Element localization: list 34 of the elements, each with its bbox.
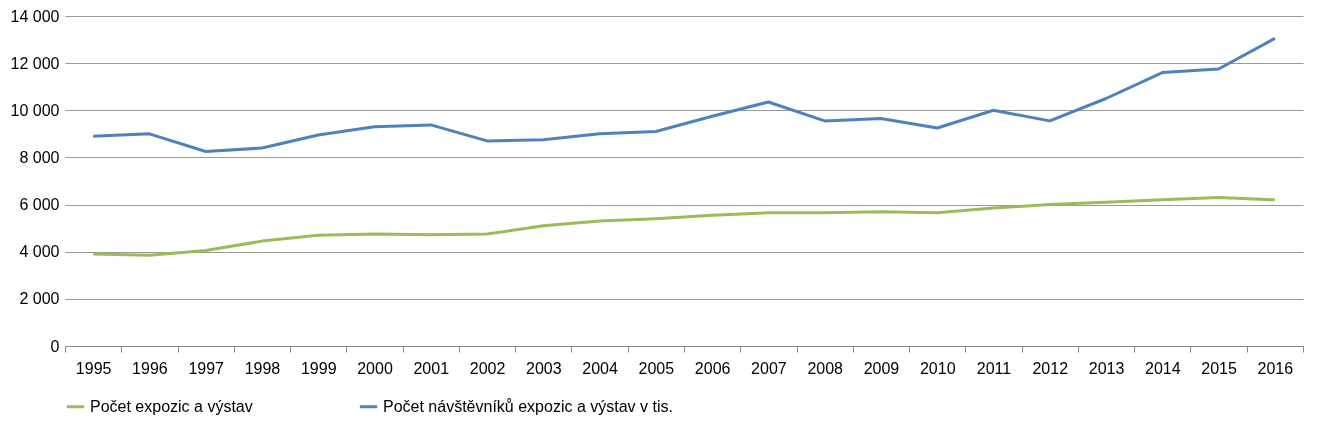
x-tick-label: 2004 — [582, 359, 618, 377]
x-tick-label: 2001 — [413, 359, 450, 377]
line-series — [91, 36, 1277, 154]
x-tick-label: 1995 — [75, 359, 112, 377]
x-tick-label: 2009 — [863, 359, 900, 377]
x-tick-label: 2007 — [751, 359, 787, 377]
y-tick-label: 0 — [50, 337, 60, 355]
x-tick-label: 2002 — [469, 359, 506, 377]
x-tick-label: 2015 — [1201, 359, 1237, 377]
y-tick-label: 14 000 — [10, 7, 60, 25]
x-tick-label: 2005 — [638, 359, 675, 377]
line-series — [91, 196, 1277, 257]
x-tick-label: 2014 — [1145, 359, 1181, 377]
x-tick-label: 2011 — [976, 359, 1012, 377]
y-tick-label: 8 000 — [19, 148, 60, 166]
x-tick-label: 2010 — [919, 359, 956, 377]
y-tick-label: 12 000 — [10, 54, 60, 72]
y-tick-label: 6 000 — [19, 196, 60, 214]
x-tick-label: 1999 — [300, 359, 337, 377]
x-tick-label: 2016 — [1257, 359, 1294, 377]
legend-label: Počet návštěvníků expozic a výstav v tis. — [383, 397, 673, 415]
x-tick-label: 2008 — [807, 359, 844, 377]
x-tick-label: 1998 — [244, 359, 281, 377]
x-tick-label: 2012 — [1032, 359, 1069, 377]
y-tick-label: 10 000 — [10, 101, 60, 119]
y-tick-label: 4 000 — [19, 243, 60, 261]
x-tick-label: 2000 — [357, 359, 393, 377]
x-tick-label: 1997 — [188, 359, 225, 377]
x-tick-label: 2003 — [526, 359, 562, 377]
x-tick-label: 2006 — [694, 359, 731, 377]
x-tick-label: 1996 — [132, 359, 168, 377]
legend-label: Počet expozic a výstav — [90, 397, 253, 415]
y-tick-label: 2 000 — [19, 290, 60, 308]
x-tick-label: 2013 — [1088, 359, 1125, 377]
